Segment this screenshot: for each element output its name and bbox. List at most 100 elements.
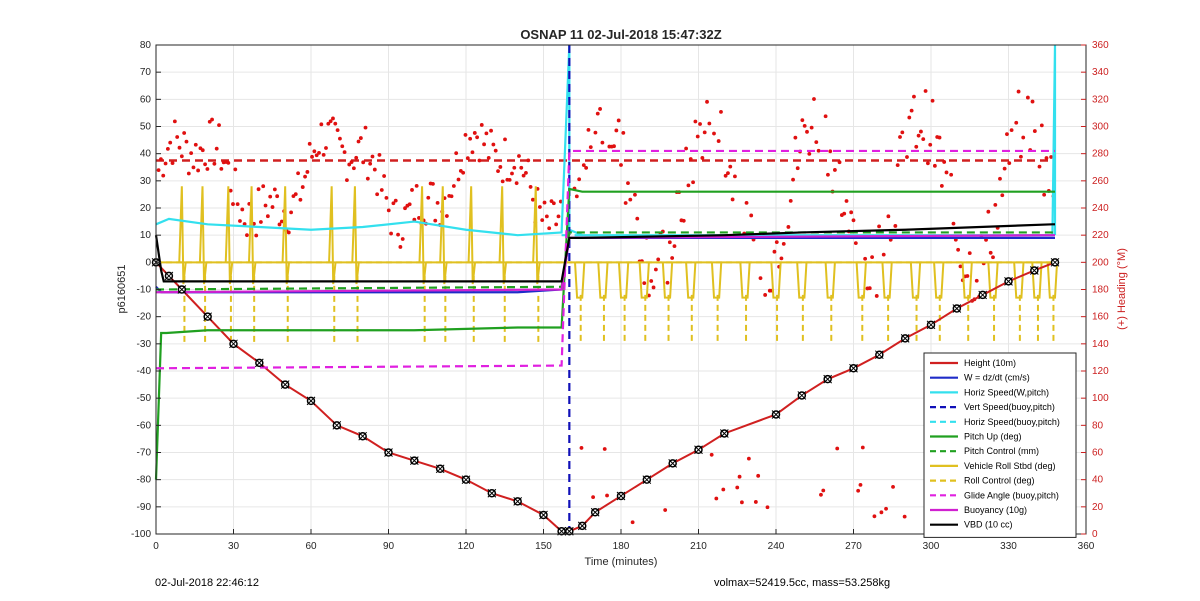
y-tick-label: -40 (137, 366, 152, 377)
roll-spike (597, 262, 609, 299)
right-y-tick-label: 320 (1092, 94, 1109, 105)
heading-point (407, 202, 412, 207)
legend-label: Buoyancy (10g) (964, 505, 1027, 515)
height-marker-cross (1029, 266, 1039, 275)
heading-point (338, 136, 342, 141)
heading-point (877, 224, 881, 229)
heading-point (965, 274, 970, 278)
heading-point (389, 231, 393, 236)
right-y-tick-label: 300 (1092, 122, 1109, 133)
height-marker-cross (952, 304, 962, 313)
heading-point (1021, 135, 1026, 140)
legend-box (923, 352, 1077, 538)
heading-point (521, 173, 526, 178)
heading-point (912, 94, 916, 99)
heading-point (579, 446, 584, 450)
heading-point (484, 131, 489, 136)
heading-point (307, 141, 312, 146)
heading-point (321, 152, 326, 157)
heading-point (716, 139, 721, 143)
heading-point (665, 280, 670, 285)
heading-point (735, 485, 740, 490)
y-tick-label: 30 (140, 176, 152, 187)
heading-point (633, 192, 637, 197)
heading-point (377, 153, 382, 157)
y-tick-label: -20 (137, 312, 152, 323)
y-tick-label: -30 (137, 339, 152, 350)
height-marker-cross (926, 320, 936, 330)
heading-point (1000, 193, 1005, 198)
heading-point (819, 492, 823, 497)
heading-point (723, 173, 728, 178)
heading-point (361, 160, 366, 165)
heading-point (905, 155, 909, 159)
right-y-tick-label: 100 (1092, 393, 1109, 404)
heading-point (916, 133, 921, 138)
heading-point (342, 150, 347, 155)
heading-point (672, 244, 677, 249)
heading-point (300, 185, 305, 189)
heading-point (1005, 132, 1009, 137)
heading-point (279, 219, 284, 224)
heading-point (454, 151, 459, 156)
y-tick-label: -90 (137, 502, 152, 513)
heading-point (254, 233, 259, 238)
heading-point (456, 177, 461, 182)
heading-point (807, 152, 812, 156)
right-y-tick-label: 120 (1092, 366, 1109, 377)
roll-spike (532, 186, 541, 285)
heading-point (833, 168, 837, 172)
heading-point (275, 194, 280, 199)
roll-spike (638, 262, 650, 299)
heading-point (874, 294, 879, 298)
heading-point (375, 192, 380, 197)
height-marker-cross (332, 420, 342, 430)
heading-point (914, 144, 919, 149)
heading-point (503, 137, 507, 142)
height-marker-cross (384, 448, 393, 457)
heading-point (837, 160, 842, 165)
heading-point (1019, 154, 1023, 159)
right-y-tick-label: 360 (1092, 40, 1109, 51)
heading-point (926, 161, 930, 166)
heading-point (958, 264, 963, 269)
heading-point (175, 135, 180, 139)
heading-point (688, 157, 693, 161)
heading-point (296, 171, 300, 176)
right-y-tick-label: 240 (1092, 203, 1109, 214)
heading-point (472, 131, 477, 135)
y-tick-label: 10 (140, 230, 152, 241)
roll-spike (710, 262, 723, 299)
heading-point (656, 257, 661, 262)
heading-point (554, 222, 559, 227)
right-y-tick-label: 40 (1092, 475, 1104, 486)
heading-point (921, 137, 926, 142)
heading-point (805, 129, 809, 134)
height-marker-cross (203, 312, 213, 322)
height-marker-cross (874, 350, 884, 360)
heading-point (867, 286, 872, 291)
height-marker-cross (900, 334, 910, 343)
heading-point (312, 149, 317, 154)
heading-point (163, 161, 168, 166)
heading-point (159, 157, 163, 162)
chart-title: OSNAP 11 02-Jul-2018 15:47:32Z (520, 27, 721, 42)
heading-point (398, 245, 403, 249)
x-tick-label: 210 (690, 541, 707, 552)
heading-point (998, 176, 1002, 181)
heading-point (949, 172, 954, 177)
roll-spike (987, 262, 999, 299)
roll-spike (881, 262, 893, 299)
heading-point (626, 181, 630, 186)
heading-point (510, 171, 514, 176)
heading-point (649, 279, 654, 283)
heading-point (605, 493, 609, 498)
height-marker-cross (229, 339, 238, 349)
heading-point (802, 123, 807, 128)
heading-point (600, 140, 605, 145)
right-y-tick-label: 140 (1092, 339, 1109, 350)
heading-point (270, 205, 275, 209)
heading-point (753, 500, 758, 504)
heading-point (542, 200, 547, 205)
heading-point (528, 185, 533, 189)
